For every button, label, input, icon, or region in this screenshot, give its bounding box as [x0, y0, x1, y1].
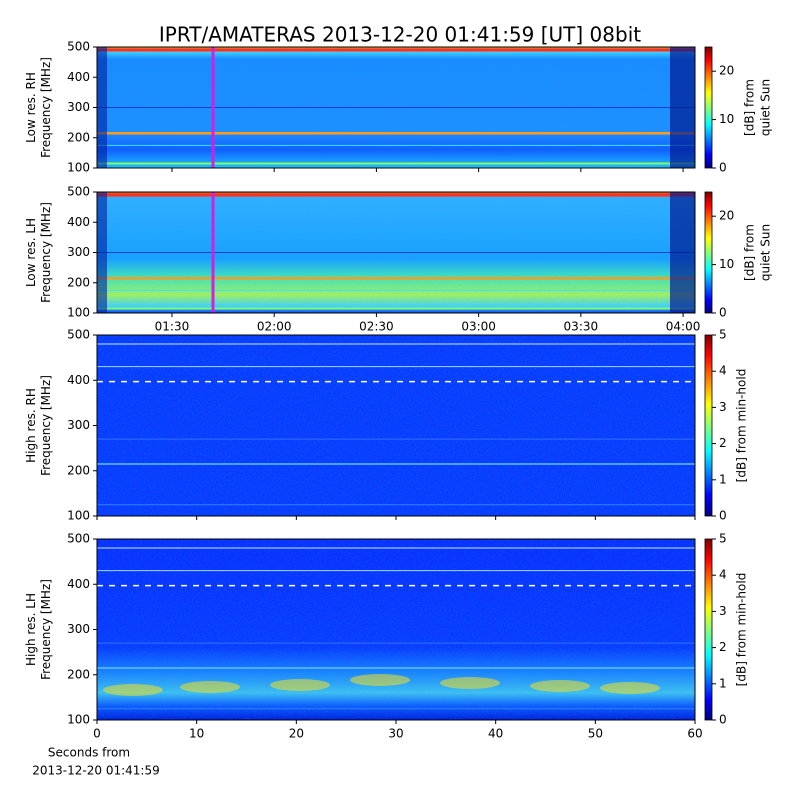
colorbar [704, 191, 713, 314]
colorbar-label: [dB] from min-hold [735, 573, 749, 687]
colorbar-label: quiet Sun [759, 224, 773, 281]
y-axis-label: Frequency [MHz] [39, 579, 53, 680]
x-tick-label: 10 [189, 727, 204, 741]
burst [350, 674, 410, 686]
y-axis-label: High res. LH [24, 593, 38, 666]
y-tick-label: 500 [67, 328, 90, 342]
colorbar-tick-label: 5 [719, 532, 727, 546]
colorbar-label: [dB] from [743, 224, 757, 281]
colorbar-tick-label: 3 [719, 400, 727, 414]
y-tick-label: 400 [67, 215, 90, 229]
x-tick-label: 02:00 [257, 320, 292, 334]
x-tick-label: 0 [93, 727, 101, 741]
colorbar-tick-label: 0 [719, 306, 727, 320]
spectrogram [96, 538, 696, 721]
colorbar-tick-label: 20 [719, 209, 734, 223]
burst [270, 679, 330, 691]
y-tick-label: 500 [67, 532, 90, 546]
y-axis-label: Low res. RH [24, 72, 38, 143]
spectrogram [96, 46, 696, 169]
y-axis-label: Frequency [MHz] [39, 375, 53, 476]
edge-strip [97, 47, 107, 168]
burst [440, 677, 500, 689]
x-axis-label: 2013-12-20 01:41:59 [32, 764, 159, 778]
colorbar-tick-label: 4 [719, 364, 727, 378]
x-tick-label: 03:00 [461, 320, 496, 334]
colorbar-tick-label: 0 [719, 161, 727, 175]
x-tick-label: 03:30 [564, 320, 599, 334]
colorbar-tick-label: 2 [719, 640, 727, 654]
y-tick-label: 400 [67, 373, 90, 387]
spectrogram-noise [97, 539, 695, 720]
y-tick-label: 400 [67, 70, 90, 84]
burst [530, 680, 590, 692]
x-tick-label: 60 [687, 727, 702, 741]
x-tick-label: 20 [289, 727, 304, 741]
colorbar [704, 334, 713, 517]
colorbar-tick-label: 1 [719, 676, 727, 690]
y-axis-label: High res. RH [24, 388, 38, 463]
colorbar-label: quiet Sun [759, 79, 773, 136]
x-tick-label: 01:30 [155, 320, 190, 334]
y-tick-label: 200 [67, 130, 90, 144]
colorbar [704, 46, 713, 169]
x-tick-label: 30 [388, 727, 403, 741]
burst [600, 682, 660, 694]
x-tick-label: 04:00 [666, 320, 701, 334]
y-tick-label: 200 [67, 275, 90, 289]
colorbar-tick-label: 4 [719, 568, 727, 582]
y-tick-label: 400 [67, 577, 90, 591]
y-tick-label: 100 [67, 161, 90, 175]
y-tick-label: 100 [67, 509, 90, 523]
colorbar-tick-label: 0 [719, 713, 727, 727]
y-axis-label: Low res. LH [24, 218, 38, 287]
colorbar-tick-label: 5 [719, 328, 727, 342]
colorbar-tick-label: 1 [719, 472, 727, 486]
colorbar-label: [dB] from min-hold [735, 369, 749, 483]
y-tick-label: 100 [67, 306, 90, 320]
y-tick-label: 300 [67, 622, 90, 636]
colorbar-label: [dB] from [743, 79, 757, 136]
x-axis-label: Seconds from [48, 746, 130, 760]
edge-strip [670, 192, 695, 313]
colorbar-tick-label: 10 [719, 112, 734, 126]
y-tick-label: 100 [67, 713, 90, 727]
colorbar-tick-label: 3 [719, 604, 727, 618]
y-axis-label: Frequency [MHz] [39, 202, 53, 303]
y-tick-label: 300 [67, 418, 90, 432]
colorbar [704, 538, 713, 721]
x-tick-label: 40 [488, 727, 503, 741]
colorbar-tick-label: 20 [719, 64, 734, 78]
edge-strip [97, 192, 107, 313]
y-tick-label: 500 [67, 40, 90, 54]
burst [180, 681, 240, 693]
burst [103, 684, 163, 696]
spectrogram [96, 334, 696, 517]
y-axis-label: Frequency [MHz] [39, 57, 53, 158]
chart-title: IPRT/AMATERAS 2013-12-20 01:41:59 [UT] 0… [159, 23, 641, 47]
y-tick-label: 300 [67, 100, 90, 114]
edge-strip [670, 47, 695, 168]
spectrogram [96, 191, 696, 314]
y-tick-label: 300 [67, 245, 90, 259]
colorbar-tick-label: 0 [719, 509, 727, 523]
x-tick-label: 02:30 [359, 320, 394, 334]
spectrogram-noise [97, 335, 695, 516]
y-tick-label: 500 [67, 185, 90, 199]
colorbar-tick-label: 10 [719, 257, 734, 271]
y-tick-label: 200 [67, 463, 90, 477]
y-tick-label: 200 [67, 667, 90, 681]
colorbar-tick-label: 2 [719, 436, 727, 450]
x-tick-label: 50 [588, 727, 603, 741]
